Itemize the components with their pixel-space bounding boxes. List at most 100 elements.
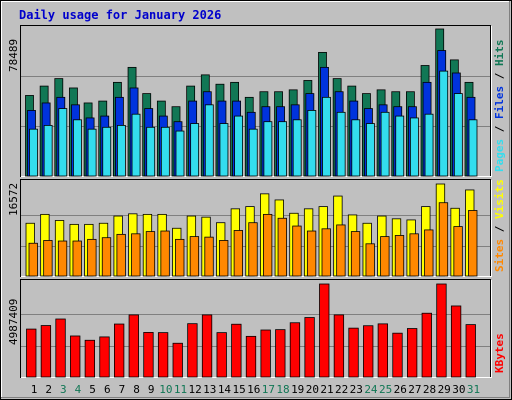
bar-kbytes-day-5 — [84, 339, 95, 378]
x-tick-label-day-22: 22 — [335, 383, 348, 396]
bar-kbytes-day-17 — [260, 329, 271, 378]
x-tick-label-day-21: 21 — [320, 383, 333, 396]
ylabel-pages: Pages — [493, 139, 506, 172]
bar-sites-day-16 — [248, 222, 258, 277]
bar-kbytes-day-16 — [245, 335, 257, 378]
bar-pages-day-31 — [468, 119, 478, 177]
bar-pages-day-12 — [190, 123, 200, 177]
bar-kbytes-day-19 — [289, 322, 301, 378]
ylabel-sep-2: / — [493, 66, 506, 86]
x-tick-label-day-30: 30 — [452, 383, 465, 396]
panel-top-marks — [21, 28, 490, 177]
x-tick-label-day-20: 20 — [306, 383, 319, 396]
x-tick-label-day-24: 24 — [364, 383, 378, 396]
bar-pages-day-18 — [278, 121, 287, 177]
x-axis-day-labels: 1 2 3 4 5 6 7 8 9 10 11 12 13 14 15 16 17 18 19 20 21 22 23 24 2… — [31, 383, 480, 396]
bar-pages-day-9 — [146, 126, 156, 177]
x-tick-label-day-27: 27 — [408, 383, 421, 396]
bar-kbytes-day-4 — [70, 335, 81, 378]
bar-kbytes-day-9 — [143, 332, 154, 378]
x-tick-label-day-28: 28 — [423, 383, 436, 396]
panel-bottom-max-label: 4987409 — [7, 299, 20, 345]
bar-pages-day-20 — [307, 110, 317, 177]
ylabel-files: Files — [493, 86, 506, 119]
x-tick-label-day-11: 11 — [174, 383, 187, 396]
x-tick-label-day-18: 18 — [276, 383, 289, 396]
bar-pages-day-15 — [234, 115, 244, 177]
bar-pages-day-11 — [175, 130, 185, 177]
x-tick-label-day-8: 8 — [133, 383, 140, 396]
bar-pages-day-22 — [336, 111, 346, 177]
bar-sites-day-27 — [409, 233, 419, 277]
bar-sites-day-30 — [453, 226, 463, 277]
x-tick-label-day-31: 31 — [467, 383, 480, 396]
x-tick-label-day-13: 13 — [203, 383, 216, 396]
bar-kbytes-day-28 — [421, 312, 432, 378]
bar-sites-day-1 — [28, 242, 38, 277]
x-tick-label-day-9: 9 — [148, 383, 155, 396]
bar-pages-day-10 — [160, 126, 170, 177]
bar-kbytes-day-31 — [465, 324, 476, 378]
x-tick-label-day-16: 16 — [247, 383, 260, 396]
bar-pages-day-27 — [409, 117, 419, 177]
bar-pages-day-25 — [380, 111, 390, 177]
bar-kbytes-day-25 — [377, 323, 389, 378]
bar-kbytes-day-6 — [99, 336, 110, 378]
bar-sites-day-31 — [468, 210, 478, 277]
bar-pages-day-4 — [73, 119, 82, 177]
ylabel-kbytes: KBytes — [493, 333, 506, 373]
bar-pages-day-5 — [87, 128, 97, 177]
bar-kbytes-day-22 — [333, 314, 345, 378]
bar-sites-day-20 — [306, 230, 317, 277]
bar-pages-day-6 — [102, 126, 112, 177]
panel-middle-marks — [21, 183, 490, 277]
bar-kbytes-day-26 — [392, 332, 403, 378]
visits-sites-panel: 16572 Sites / Visits — [7, 179, 506, 277]
bar-sites-day-4 — [72, 240, 82, 277]
bar-kbytes-day-29 — [436, 283, 447, 378]
bar-kbytes-day-30 — [450, 305, 462, 378]
chart-title: Daily usage for January 2026 — [19, 8, 221, 22]
x-tick-label-day-1: 1 — [31, 383, 38, 396]
panel-top-ylabel: Pages / Files / Hits — [493, 40, 506, 173]
bar-pages-day-8 — [131, 113, 141, 177]
bar-pages-day-13 — [204, 104, 214, 177]
bar-sites-day-24 — [365, 243, 375, 277]
bar-sites-day-10 — [160, 230, 170, 277]
x-tick-label-day-26: 26 — [394, 383, 407, 396]
bar-pages-day-3 — [58, 108, 68, 177]
bar-sites-day-9 — [145, 231, 156, 277]
bar-sites-day-22 — [336, 224, 346, 277]
bar-pages-day-2 — [43, 125, 53, 177]
bar-pages-day-23 — [351, 119, 361, 177]
ylabel-sep-1: / — [493, 119, 506, 139]
x-tick-label-day-19: 19 — [291, 383, 304, 396]
bar-pages-day-29 — [439, 70, 449, 177]
x-tick-label-day-2: 2 — [45, 383, 52, 396]
bar-sites-day-12 — [189, 236, 200, 277]
bar-pages-day-26 — [395, 115, 405, 177]
bar-kbytes-day-3 — [55, 318, 66, 378]
bar-kbytes-day-15 — [231, 323, 242, 378]
bar-kbytes-day-11 — [172, 342, 183, 378]
bar-sites-day-15 — [233, 230, 244, 277]
bar-sites-day-8 — [131, 233, 141, 277]
panel-top-max-label: 78489 — [7, 39, 20, 72]
x-tick-label-day-10: 10 — [159, 383, 172, 396]
bar-kbytes-day-7 — [114, 323, 125, 378]
panel-bottom-marks — [21, 283, 490, 378]
bar-kbytes-day-12 — [187, 323, 198, 378]
bar-sites-day-18 — [277, 217, 287, 277]
bar-kbytes-day-27 — [406, 328, 418, 378]
bar-sites-day-2 — [43, 240, 53, 277]
x-tick-label-day-4: 4 — [75, 383, 82, 396]
x-tick-label-day-6: 6 — [104, 383, 111, 396]
bar-kbytes-day-8 — [128, 314, 139, 378]
x-tick-label-day-12: 12 — [189, 383, 202, 396]
x-tick-label-day-29: 29 — [438, 383, 451, 396]
x-tick-label-day-14: 14 — [218, 383, 232, 396]
bar-sites-day-21 — [321, 228, 331, 277]
ylabel-hits: Hits — [493, 40, 506, 67]
ylabel-sep-3: / — [493, 219, 506, 239]
